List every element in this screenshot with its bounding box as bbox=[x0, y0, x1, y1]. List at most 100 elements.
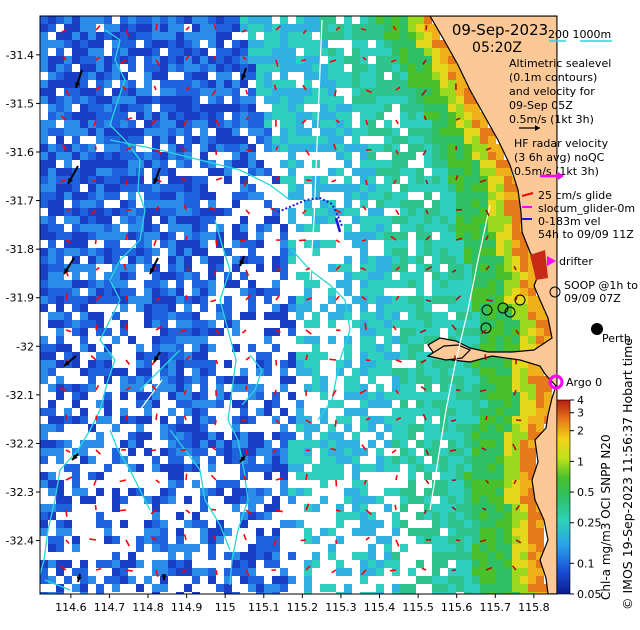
chl-cell bbox=[112, 504, 120, 512]
chl-cell bbox=[160, 568, 168, 576]
chl-cell bbox=[296, 368, 304, 376]
chl-cell bbox=[96, 512, 104, 520]
chl-cell bbox=[280, 576, 288, 584]
chl-cell bbox=[56, 40, 64, 48]
chl-cell bbox=[432, 240, 440, 248]
chl-cell bbox=[40, 248, 48, 256]
chl-cell bbox=[200, 304, 208, 312]
chl-cell bbox=[408, 328, 416, 336]
chl-cell bbox=[432, 120, 440, 128]
chl-cell bbox=[184, 64, 192, 72]
chl-cell bbox=[168, 376, 176, 384]
chl-cell bbox=[488, 536, 496, 544]
chl-cell bbox=[408, 368, 416, 376]
chl-cell bbox=[152, 32, 160, 40]
chl-cell bbox=[336, 72, 344, 80]
chl-cell bbox=[248, 56, 256, 64]
chl-cell bbox=[152, 112, 160, 120]
chl-cell bbox=[48, 240, 56, 248]
chl-cell bbox=[480, 440, 488, 448]
chl-cell bbox=[304, 136, 312, 144]
chl-cell bbox=[336, 80, 344, 88]
chl-cell bbox=[240, 552, 248, 560]
chl-cell bbox=[144, 288, 152, 296]
chl-cell bbox=[320, 24, 328, 32]
chl-cell bbox=[40, 504, 48, 512]
chl-cell bbox=[112, 280, 120, 288]
chl-cell bbox=[288, 376, 296, 384]
chl-cell bbox=[160, 56, 168, 64]
chl-cell bbox=[352, 512, 360, 520]
chl-cell bbox=[368, 336, 376, 344]
hf-arrow bbox=[125, 146, 132, 151]
chl-cell bbox=[408, 112, 416, 120]
chl-cell bbox=[464, 200, 472, 208]
hf-arrow bbox=[335, 265, 341, 271]
chl-cell bbox=[344, 448, 352, 456]
chl-cell bbox=[472, 208, 480, 216]
chl-cell bbox=[288, 112, 296, 120]
chl-cell bbox=[280, 488, 288, 496]
chl-cell bbox=[152, 184, 160, 192]
hf-arrow bbox=[425, 235, 431, 241]
chl-cell bbox=[288, 104, 296, 112]
chl-cell bbox=[256, 448, 264, 456]
hf-arrow bbox=[395, 209, 400, 216]
chl-cell bbox=[288, 56, 296, 64]
chl-cell bbox=[40, 288, 48, 296]
chl-cell bbox=[40, 376, 48, 384]
chl-cell bbox=[264, 464, 272, 472]
chl-cell bbox=[440, 296, 448, 304]
chl-cell bbox=[512, 304, 520, 312]
legend-drifter-label: drifter bbox=[559, 255, 593, 268]
chl-cell bbox=[464, 456, 472, 464]
chl-cell bbox=[400, 416, 408, 424]
chl-cell bbox=[400, 320, 408, 328]
chl-cell bbox=[432, 328, 440, 336]
chl-cell bbox=[480, 392, 488, 400]
hf-arrow bbox=[215, 569, 218, 576]
chl-cell bbox=[400, 168, 408, 176]
hf-arrow bbox=[119, 509, 127, 512]
chl-cell bbox=[376, 64, 384, 72]
chl-cell bbox=[80, 248, 88, 256]
chl-cell bbox=[56, 544, 64, 552]
chl-cell bbox=[400, 544, 408, 552]
chl-cell bbox=[464, 440, 472, 448]
hf-arrow bbox=[331, 179, 337, 183]
chl-cell bbox=[192, 88, 200, 96]
chl-cell bbox=[368, 520, 376, 528]
chl-cell bbox=[336, 184, 344, 192]
chl-cell bbox=[504, 256, 512, 264]
chl-cell bbox=[104, 344, 112, 352]
chl-cell bbox=[280, 112, 288, 120]
chl-cell bbox=[224, 392, 232, 400]
chl-cell bbox=[408, 272, 416, 280]
chl-cell bbox=[72, 416, 80, 424]
chl-cell bbox=[88, 472, 96, 480]
chl-cell bbox=[160, 560, 168, 568]
chl-cell bbox=[288, 296, 296, 304]
chl-cell bbox=[136, 584, 144, 592]
chl-cell bbox=[352, 48, 360, 56]
chl-cell bbox=[512, 528, 520, 536]
chl-cell bbox=[72, 48, 80, 56]
chl-cell bbox=[328, 104, 336, 112]
chl-cell bbox=[312, 504, 320, 512]
chl-cell bbox=[344, 568, 352, 576]
chl-cell bbox=[56, 272, 64, 280]
chl-cell bbox=[240, 232, 248, 240]
chl-cell bbox=[312, 360, 320, 368]
chl-cell bbox=[448, 240, 456, 248]
chl-cell bbox=[304, 560, 312, 568]
chl-cell bbox=[472, 504, 480, 512]
chl-cell bbox=[168, 552, 176, 560]
chl-cell bbox=[272, 392, 280, 400]
lat-tick-label: -31.7 bbox=[6, 195, 34, 208]
chl-cell bbox=[328, 200, 336, 208]
chl-cell bbox=[192, 248, 200, 256]
chl-cell bbox=[368, 464, 376, 472]
chl-cell bbox=[120, 96, 128, 104]
chl-cell bbox=[496, 144, 504, 152]
hf-arrow bbox=[305, 449, 311, 452]
